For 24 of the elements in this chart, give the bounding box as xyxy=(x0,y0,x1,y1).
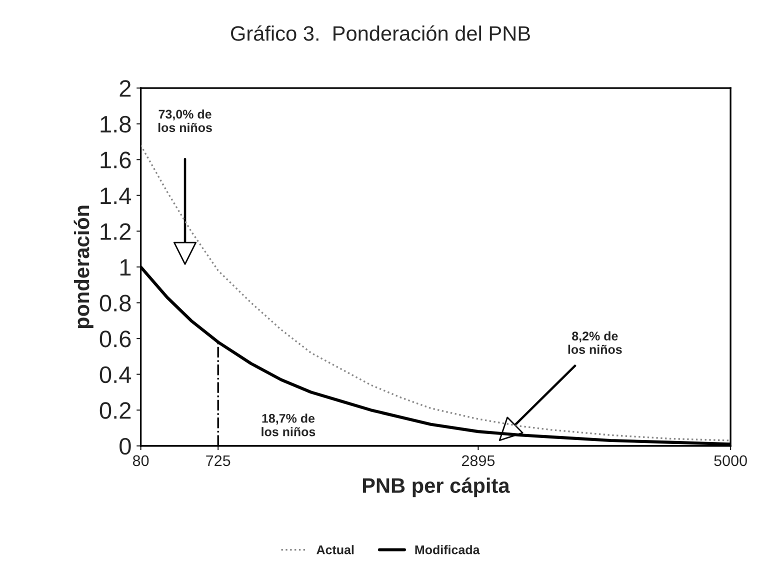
y-tick-label: 1.2 xyxy=(100,223,131,240)
x-tick-label: 80 xyxy=(132,455,149,466)
y-tick-label: 0.2 xyxy=(100,402,131,419)
line-series xyxy=(140,144,731,442)
legend-label: Actual xyxy=(316,545,354,554)
y-tick-label: 0.8 xyxy=(100,294,131,312)
y-tick-label: 0.6 xyxy=(100,330,131,348)
legend-label: Modificada xyxy=(415,545,480,554)
x-axis-title: PNB per cápita xyxy=(362,477,510,498)
y-axis-title: ponderación xyxy=(74,206,94,328)
y-tick-label: 0 xyxy=(120,438,131,455)
annotation: 18,7% de los niños xyxy=(262,414,316,436)
x-tick-label: 5000 xyxy=(714,455,747,466)
y-tick-label: 1.8 xyxy=(100,116,131,133)
annotation: 73,0% de los niños xyxy=(158,109,212,132)
x-tick-label: 725 xyxy=(206,455,230,466)
chart-title: Gráfico 3. Ponderación del PNB xyxy=(231,25,530,41)
x-tick-label: 2895 xyxy=(462,455,495,466)
y-tick-label: 2 xyxy=(120,80,131,97)
y-tick-label: 0.4 xyxy=(100,366,132,384)
y-tick-label: 1 xyxy=(120,259,131,276)
annotation: 8,2% de los niños xyxy=(568,331,622,354)
y-tick-label: 1.4 xyxy=(100,188,132,204)
y-tick-label: 1.6 xyxy=(100,152,131,168)
